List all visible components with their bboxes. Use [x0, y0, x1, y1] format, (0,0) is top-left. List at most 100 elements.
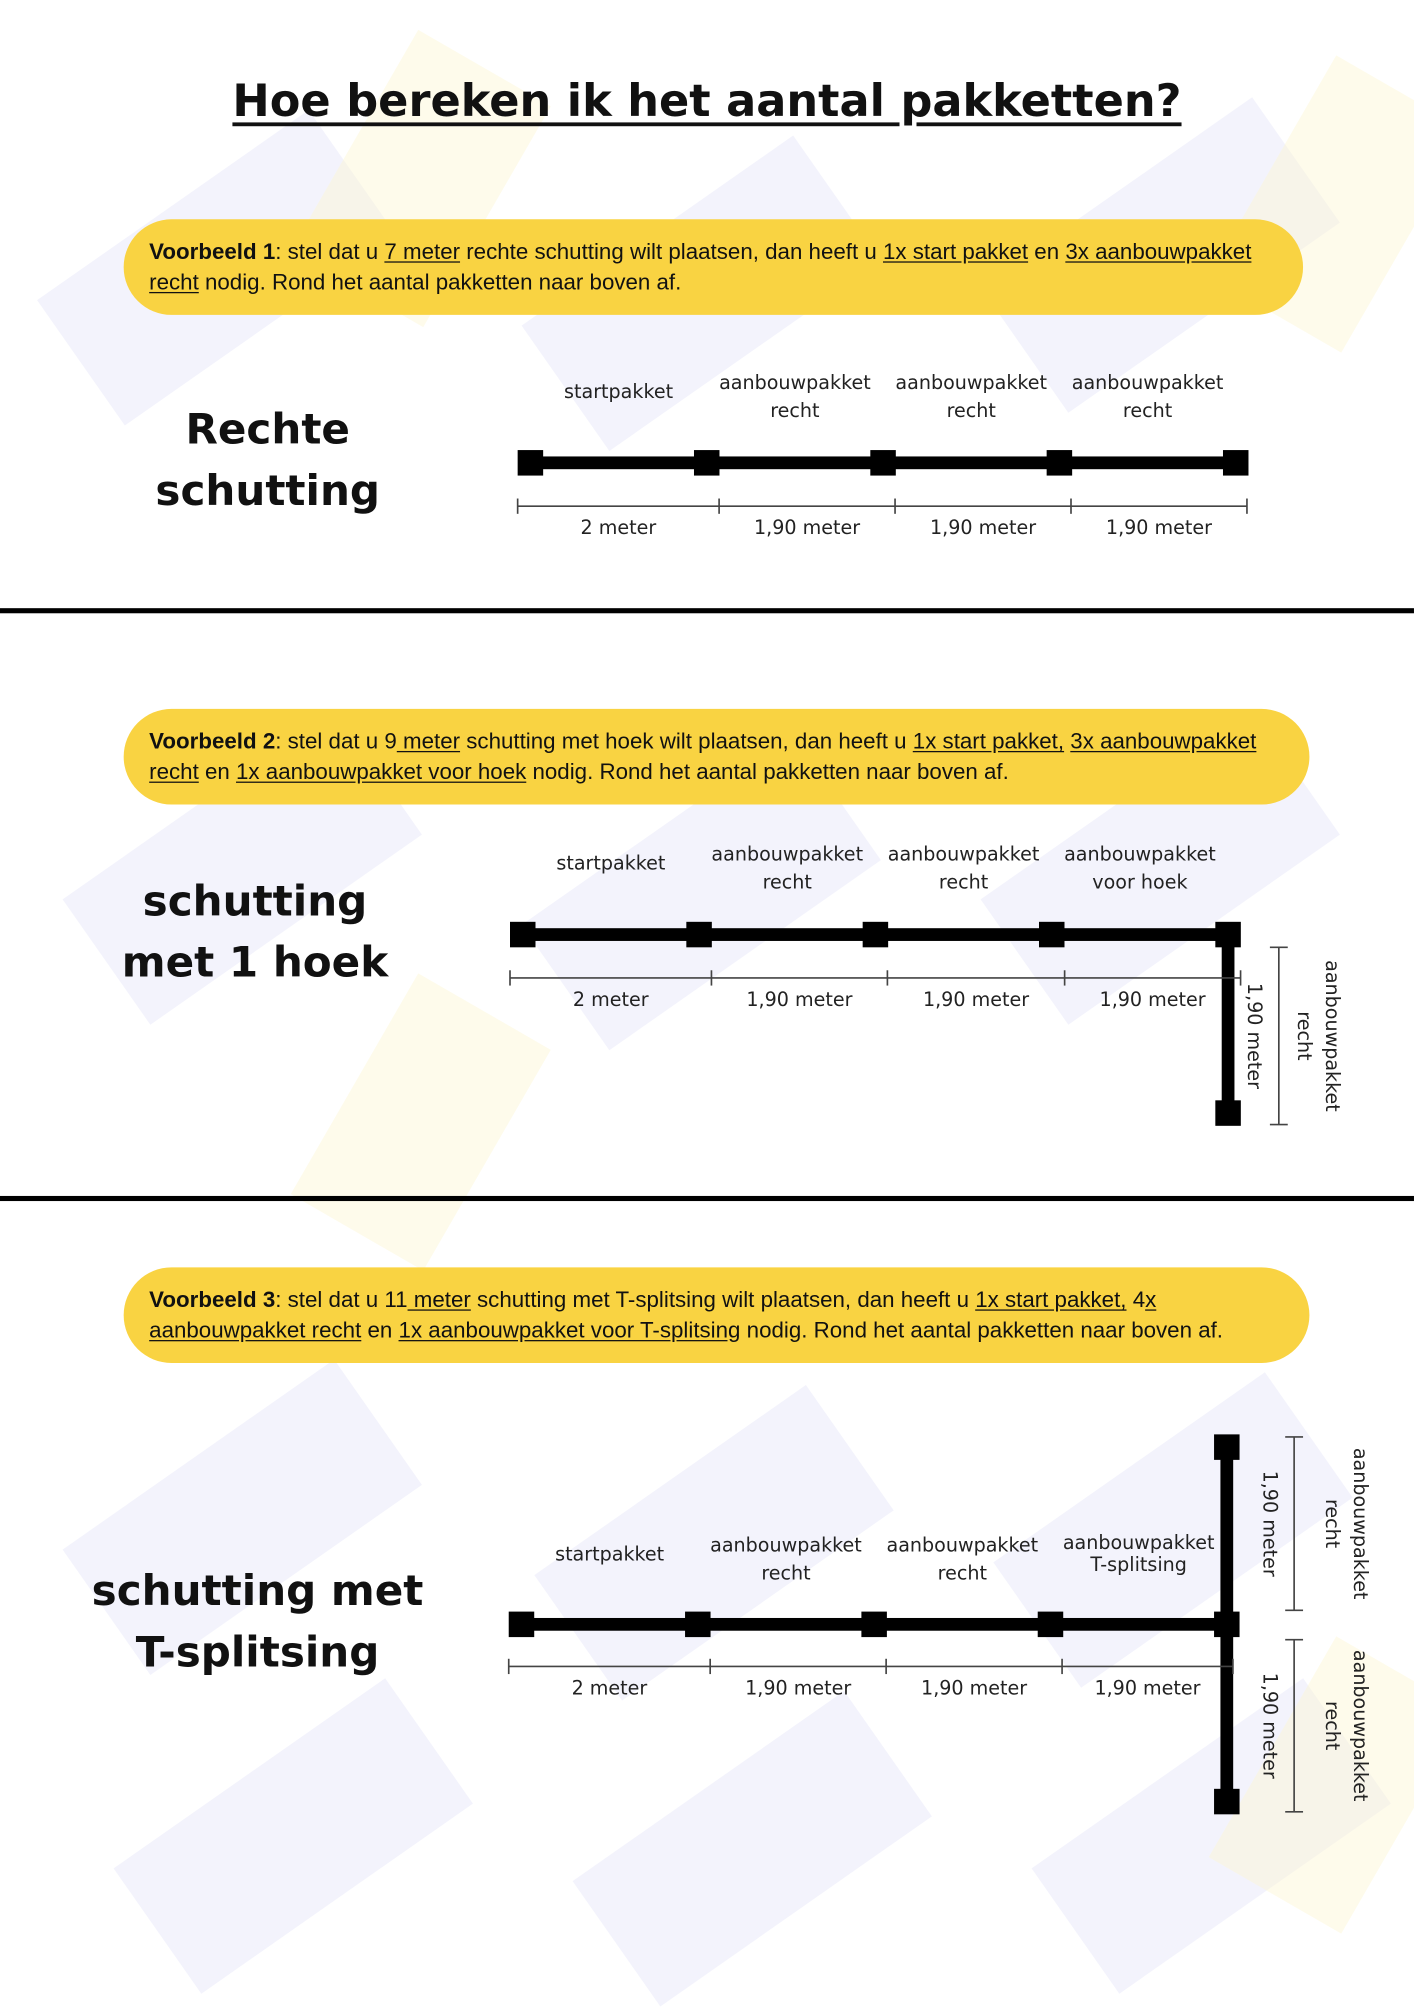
heading-line: met 1 hoek [121, 937, 389, 987]
length-label: 2 meter [581, 516, 657, 539]
length-label-vertical: 1,90 meter [1243, 983, 1266, 1089]
length-label: 2 meter [572, 1676, 648, 1699]
highlighted-term: meter [407, 1286, 471, 1312]
package-label: startpakket [555, 1543, 665, 1566]
callout-text: : stel dat u [275, 238, 385, 264]
length-label: 1,90 meter [746, 988, 852, 1011]
fence-post [870, 450, 896, 476]
package-label: aanbouwpakket [895, 371, 1047, 394]
package-label: recht [763, 871, 813, 894]
callout-text: : stel dat u 11 [275, 1286, 408, 1312]
highlighted-term: 3x aanbouwpakket recht [149, 238, 1252, 294]
package-label: aanbouwpakket [711, 843, 863, 866]
length-label: 1,90 meter [745, 1676, 851, 1699]
package-label-vertical: aanbouwpakket [1349, 1448, 1372, 1600]
highlighted-term: 1x start pakket, [975, 1286, 1127, 1312]
page-title: Hoe bereken ik het aantal pakketten? [232, 76, 1182, 128]
package-label-vertical: recht [1321, 1499, 1344, 1549]
fence-panel-line-vertical [1221, 934, 1235, 1114]
highlighted-term: meter [396, 728, 461, 754]
package-label: recht [939, 871, 989, 894]
callout-text: 4 [1126, 1286, 1146, 1312]
fence-post [861, 1611, 887, 1638]
package-label: recht [947, 399, 997, 422]
package-label: T-splitsing [1089, 1553, 1187, 1576]
package-label-vertical: recht [1321, 1701, 1344, 1751]
package-label-vertical: aanbouwpakket [1349, 1650, 1372, 1802]
highlighted-term: x aanbouwpakket recht [149, 1286, 1157, 1342]
package-label-vertical: aanbouwpakket [1321, 960, 1344, 1112]
fence-post [1214, 1434, 1240, 1460]
package-label: startpakket [564, 380, 674, 403]
section-3-heading: schutting met T-splitsing [66, 1561, 449, 1683]
package-label: aanbouwpakket [1072, 371, 1224, 394]
fence-post [685, 1611, 711, 1638]
fence-post [1037, 1611, 1064, 1638]
callout-text: en [361, 1316, 399, 1342]
fence-post [1038, 921, 1065, 948]
package-label: aanbouwpakket [719, 371, 871, 394]
callout-text: : stel dat u 9 [275, 728, 397, 754]
example-1-callout: Voorbeeld 1: stel dat u 7 meter rechte s… [123, 219, 1304, 315]
heading-line: schutting [142, 875, 368, 926]
section-divider [0, 608, 1414, 614]
highlighted-term: 1x aanbouwpakket voor T-splitsing [398, 1316, 741, 1342]
package-label: aanbouwpakket [1063, 1531, 1215, 1554]
example-label: Voorbeeld 2 [149, 728, 276, 754]
fence-post [1222, 450, 1249, 476]
length-label: 1,90 meter [1100, 988, 1206, 1011]
package-label: recht [761, 1562, 811, 1585]
length-label: 1,90 meter [921, 1676, 1027, 1699]
length-label-vertical: 1,90 meter [1259, 1471, 1282, 1577]
package-label-vertical: recht [1293, 1011, 1316, 1061]
package-label: voor hoek [1092, 871, 1188, 894]
example-label: Voorbeeld 3 [149, 1286, 276, 1312]
fence-post [508, 1611, 535, 1638]
example-3-callout: Voorbeeld 3: stel dat u 11 meter schutti… [123, 1267, 1310, 1363]
heading-line: Rechte [185, 404, 350, 454]
callout-text: nodig. Rond het aantal pakketten naar bo… [740, 1316, 1224, 1342]
fence-post [862, 921, 889, 948]
example-2-callout: Voorbeeld 2: stel dat u 9 meter schuttin… [123, 708, 1310, 805]
fence-post [1214, 1788, 1240, 1815]
length-label: 1,90 meter [1094, 1676, 1200, 1699]
section-2-heading: schutting met 1 hoek [89, 871, 421, 993]
callout-text: nodig. Rond het aantal pakketten naar bo… [526, 757, 1009, 784]
fence-post [686, 921, 712, 948]
heading-line: schutting [155, 465, 381, 516]
fence-post [1214, 1611, 1240, 1638]
length-label: 2 meter [573, 988, 649, 1011]
callout-text: en [1028, 238, 1066, 264]
section-1-heading: Rechte schutting [102, 399, 434, 521]
callout-text: en [198, 757, 237, 784]
heading-line: schutting met [91, 1565, 424, 1616]
fence-post [1215, 1100, 1241, 1126]
package-label: recht [938, 1562, 988, 1585]
length-label: 1,90 meter [923, 988, 1029, 1011]
length-label-vertical: 1,90 meter [1259, 1673, 1282, 1779]
example-label: Voorbeeld 1 [149, 238, 276, 264]
length-label: 1,90 meter [930, 516, 1036, 539]
package-label: aanbouwpakket [1064, 843, 1216, 866]
fence-post [1215, 921, 1241, 948]
length-label: 1,90 meter [1106, 516, 1212, 539]
heading-line: T-splitsing [135, 1626, 380, 1677]
fence-post [1046, 450, 1073, 476]
highlighted-term: 1x start pakket [882, 238, 1029, 264]
callout-text: schutting met T-splitsing wilt plaatsen,… [470, 1286, 976, 1312]
package-label: startpakket [556, 852, 666, 875]
callout-text: schutting met hoek wilt plaatsen, dan he… [460, 728, 913, 754]
highlighted-term: 1x start pakket, [912, 728, 1065, 754]
package-label: recht [1123, 399, 1173, 422]
highlighted-term: 3x aanbouwpakket recht [149, 728, 1257, 784]
package-label: aanbouwpakket [888, 843, 1040, 866]
highlighted-term: 7 meter [384, 238, 461, 264]
callout-text: rechte schutting wilt plaatsen, dan heef… [460, 238, 883, 264]
fence-post [517, 450, 544, 476]
fence-post [510, 921, 536, 948]
section-divider [0, 1195, 1414, 1202]
callout-text: nodig. Rond het aantal pakketten naar bo… [198, 268, 682, 294]
highlighted-term: 1x aanbouwpakket voor hoek [236, 757, 527, 784]
package-label: aanbouwpakket [886, 1534, 1038, 1557]
